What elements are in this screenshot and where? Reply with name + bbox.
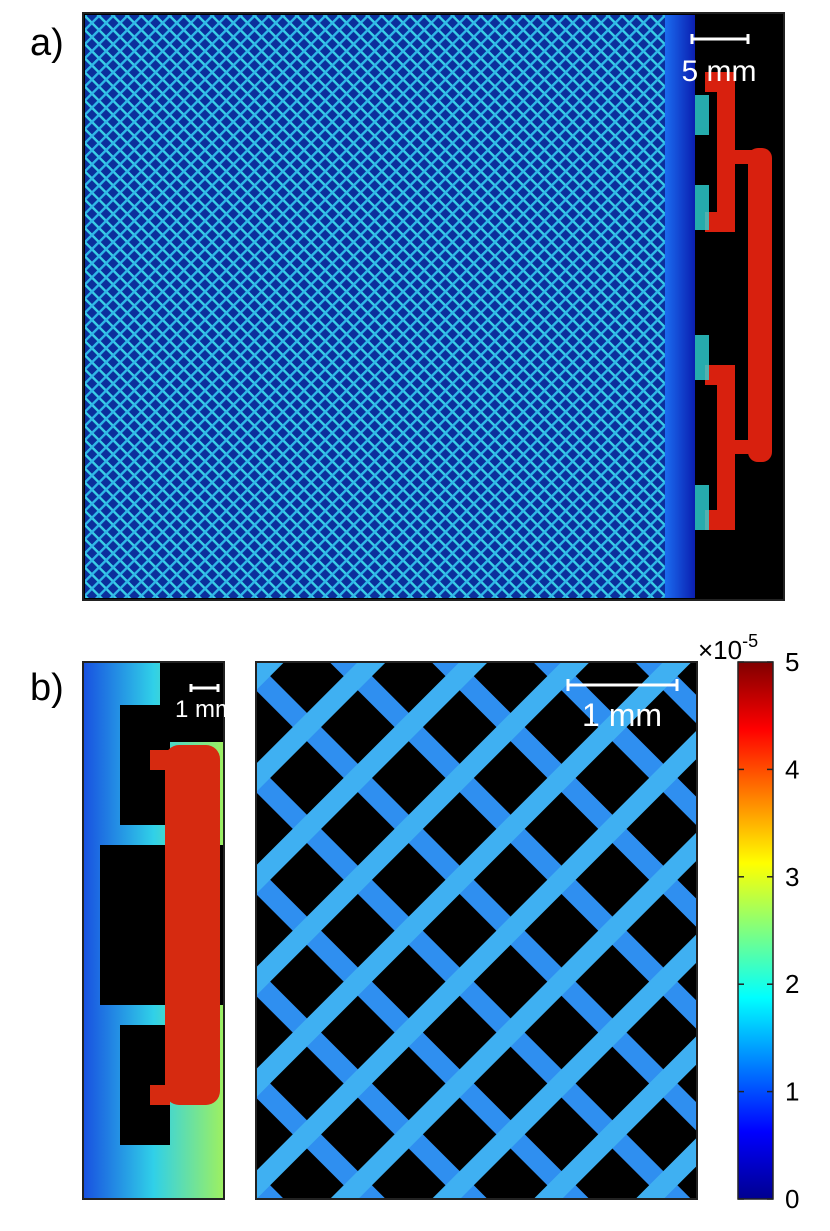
scale-bar-label: 1 mm <box>175 696 235 723</box>
panel-label: b) <box>30 667 64 709</box>
tick-label: 2 <box>785 969 799 999</box>
scale-bar: 5 mm <box>682 34 757 88</box>
scale-bar-label: 1 mm <box>582 697 662 733</box>
colorbar <box>737 661 774 1200</box>
tick-label: 1 <box>785 1077 799 1107</box>
tick-label: 3 <box>785 862 799 892</box>
panel-b-left-image <box>82 661 225 1200</box>
exponent-base: ×10 <box>698 635 742 665</box>
panel-label: a) <box>30 22 64 64</box>
scale-bar: 1 mm <box>566 679 679 733</box>
scale-bar-label: 5 mm <box>682 55 757 88</box>
scale-bar: 1 mm <box>175 684 235 723</box>
tick-label: 0 <box>785 1184 799 1214</box>
colorbar-exponent: ×10-5 <box>698 631 758 665</box>
colorbar-ticks: 0 1 2 3 4 5 <box>738 647 799 1214</box>
exponent: -5 <box>742 631 758 651</box>
panel-a-image <box>82 12 785 601</box>
panel-b-right-image <box>255 661 698 1200</box>
tick-label: 5 <box>785 647 799 677</box>
tick-label: 4 <box>785 754 799 784</box>
